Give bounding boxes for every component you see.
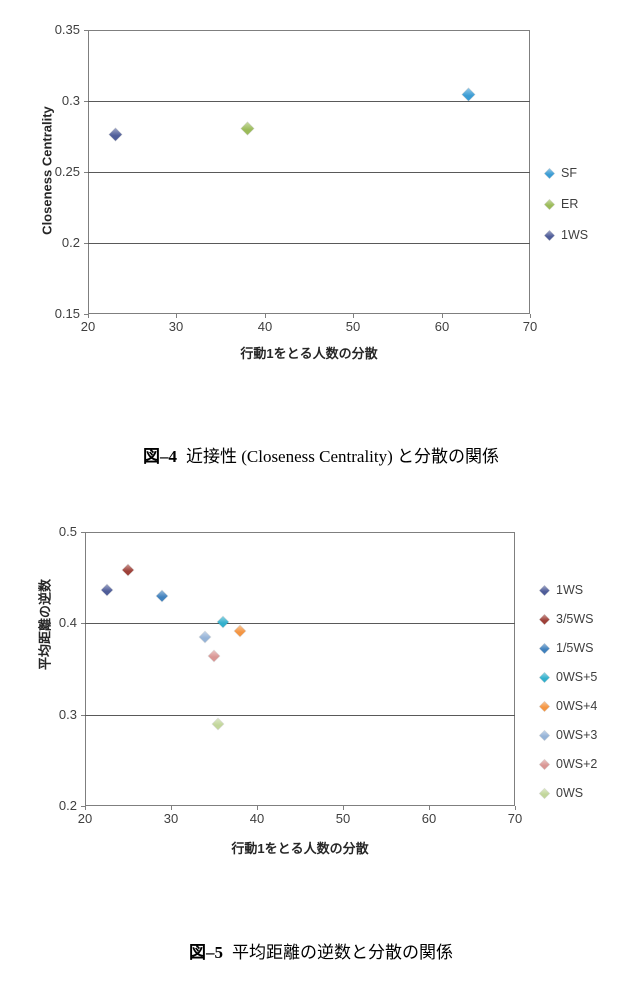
gridline [88, 243, 530, 244]
legend-item-1ws: 1WS [544, 228, 589, 242]
legend-item-er: ER [544, 197, 579, 211]
x-tick-mark [176, 314, 177, 318]
legend-item-0ws-5: 0WS+5 [539, 670, 598, 684]
y-tick-mark [81, 623, 85, 624]
x-tick-mark [530, 314, 531, 318]
x-tick-mark [257, 806, 258, 810]
y-tick-mark [84, 172, 88, 173]
x-tick-mark [88, 314, 89, 318]
legend-item-0ws-2: 0WS+2 [539, 757, 598, 771]
x-tick-label: 60 [421, 811, 437, 826]
y-tick-mark [81, 806, 85, 807]
y-tick-label: 0.3 [58, 707, 77, 722]
x-tick-label: 40 [249, 811, 265, 826]
figure5-caption: 図–5 平均距離の逆数と分散の関係 [0, 938, 642, 963]
x-tick-mark [353, 314, 354, 318]
y-tick-label: 0.2 [58, 798, 77, 813]
x-tick-label: 30 [168, 319, 184, 334]
legend-marker-icon [539, 614, 550, 624]
y-axis-label: 平均距離の逆数 [37, 579, 53, 671]
y-tick-mark [84, 30, 88, 31]
y-tick-mark [84, 243, 88, 244]
x-tick-label: 20 [77, 811, 93, 826]
x-axis-label: 行動1をとる人数の分散 [240, 346, 378, 361]
legend-label: 1WS [561, 228, 589, 242]
legend-label: 1/5WS [556, 641, 594, 655]
y-tick-label: 0.15 [54, 306, 80, 321]
legend-label: 1WS [556, 583, 584, 597]
plot-area [85, 532, 515, 806]
legend-label: ER [561, 197, 579, 211]
x-tick-label: 50 [345, 319, 361, 334]
legend-label: 0WS+4 [556, 699, 598, 713]
figure4-caption: 図–4 近接性 (Closeness Centrality) と分散の関係 [0, 442, 642, 467]
x-axis-label: 行動1をとる人数の分散 [231, 841, 369, 856]
legend-label: 0WS+3 [556, 728, 598, 742]
x-tick-label: 20 [80, 319, 96, 334]
x-tick-mark [343, 806, 344, 810]
x-tick-label: 30 [163, 811, 179, 826]
x-tick-label: 70 [507, 811, 523, 826]
y-tick-label: 0.35 [54, 22, 80, 37]
figure5-caption-text: 平均距離の逆数と分散の関係 [232, 943, 453, 962]
x-tick-mark [171, 806, 172, 810]
y-tick-label: 0.4 [58, 615, 77, 630]
legend-marker-icon [539, 643, 550, 653]
y-tick-label: 0.3 [61, 93, 80, 108]
x-tick-label: 50 [335, 811, 351, 826]
figure4-caption-label: 図–4 [142, 447, 177, 466]
y-tick-mark [81, 715, 85, 716]
legend-item-0ws-4: 0WS+4 [539, 699, 598, 713]
gridline [88, 101, 530, 102]
legend-item-0ws-3: 0WS+3 [539, 728, 598, 742]
x-tick-label: 70 [522, 319, 538, 334]
legend-marker-icon [539, 701, 550, 711]
legend-item-3-5ws: 3/5WS [539, 612, 594, 626]
legend-label: 0WS+2 [556, 757, 598, 771]
legend-marker-icon [539, 672, 550, 682]
x-tick-label: 60 [434, 319, 450, 334]
legend-label: 0WS [556, 786, 584, 800]
gridline [85, 715, 515, 716]
x-tick-label: 40 [257, 319, 273, 334]
legend-marker-icon [539, 788, 550, 798]
y-tick-label: 0.25 [54, 164, 80, 179]
legend-item-0ws: 0WS [539, 786, 584, 800]
x-tick-mark [85, 806, 86, 810]
legend-item-1-5ws: 1/5WS [539, 641, 594, 655]
legend-marker-icon [539, 585, 550, 595]
figure4-caption-text: 近接性 (Closeness Centrality) と分散の関係 [185, 447, 500, 466]
legend-item-1ws: 1WS [539, 583, 584, 597]
legend-item-sf: SF [544, 166, 577, 180]
gridline [85, 623, 515, 624]
legend-marker-icon [539, 730, 550, 740]
legend-marker-icon [539, 759, 550, 769]
legend-label: 0WS+5 [556, 670, 598, 684]
x-tick-mark [265, 314, 266, 318]
x-tick-mark [442, 314, 443, 318]
y-tick-label: 0.5 [58, 524, 77, 539]
figure5-caption-label: 図–5 [189, 943, 223, 962]
y-tick-mark [84, 101, 88, 102]
gridline [88, 172, 530, 173]
legend-label: 3/5WS [556, 612, 594, 626]
legend-label: SF [561, 166, 577, 180]
x-tick-mark [515, 806, 516, 810]
y-tick-mark [81, 532, 85, 533]
x-tick-mark [429, 806, 430, 810]
y-tick-mark [84, 314, 88, 315]
y-tick-label: 0.2 [61, 235, 80, 250]
